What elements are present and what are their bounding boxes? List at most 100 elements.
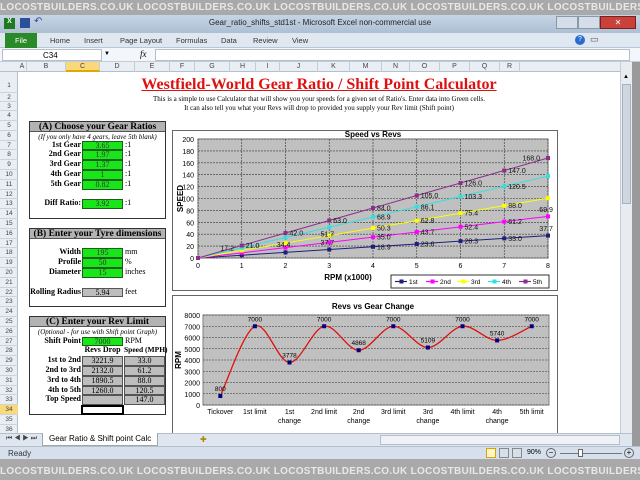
- row-header-33[interactable]: 33: [0, 395, 18, 406]
- column-header-a[interactable]: A: [18, 62, 27, 72]
- row-header-28[interactable]: 28: [0, 346, 18, 357]
- tyre-field-input[interactable]: 50: [82, 258, 123, 268]
- insert-sheet-icon[interactable]: ✚: [200, 435, 207, 444]
- column-header-f[interactable]: F: [170, 62, 195, 72]
- zoom-slider[interactable]: [560, 453, 622, 454]
- row-header-17[interactable]: 17: [0, 239, 18, 249]
- column-header-d[interactable]: D: [100, 62, 135, 72]
- column-header-c[interactable]: C: [66, 62, 100, 72]
- column-header-k[interactable]: K: [318, 62, 350, 72]
- fx-icon[interactable]: fx: [140, 49, 147, 59]
- shift-point-input[interactable]: 7000: [82, 336, 123, 347]
- sheet-nav-arrows[interactable]: ⏮◀▶⏭: [6, 435, 40, 442]
- tab-review[interactable]: Review: [253, 36, 278, 45]
- name-box-dropdown-icon[interactable]: ▼: [104, 51, 110, 57]
- minimize-button[interactable]: [556, 16, 578, 29]
- zoom-slider-thumb[interactable]: [578, 449, 583, 457]
- column-header-b[interactable]: B: [27, 62, 66, 72]
- undo-icon[interactable]: ↶: [34, 16, 43, 27]
- tab-insert[interactable]: Insert: [84, 36, 103, 45]
- row-header-34[interactable]: 34: [0, 405, 18, 415]
- column-header-q[interactable]: Q: [470, 62, 500, 72]
- zoom-level[interactable]: 90%: [527, 449, 542, 456]
- row-header-7[interactable]: 7: [0, 141, 18, 151]
- ribbon-minimize-icon[interactable]: ▭: [590, 34, 599, 44]
- row-header-15[interactable]: 15: [0, 219, 18, 229]
- row-header-16[interactable]: 16: [0, 229, 18, 239]
- name-box[interactable]: C34: [2, 49, 102, 61]
- column-header-n[interactable]: N: [382, 62, 410, 72]
- tab-data[interactable]: Data: [221, 36, 237, 45]
- row-header-6[interactable]: 6: [0, 131, 18, 141]
- normal-view-icon[interactable]: [486, 448, 496, 458]
- gear-ratio-input[interactable]: 3.65: [82, 140, 123, 151]
- row-header-26[interactable]: 26: [0, 327, 18, 337]
- column-header-i[interactable]: I: [256, 62, 280, 72]
- row-header-23[interactable]: 23: [0, 297, 18, 308]
- row-header-18[interactable]: 18: [0, 248, 18, 259]
- row-header-1[interactable]: 1: [0, 72, 18, 93]
- row-header-31[interactable]: 31: [0, 376, 18, 386]
- column-header-h[interactable]: H: [230, 62, 256, 72]
- row-header-4[interactable]: 4: [0, 111, 18, 121]
- tyre-field-input[interactable]: 15: [82, 268, 123, 278]
- vertical-scroll-thumb[interactable]: [622, 84, 631, 204]
- gear-ratio-input[interactable]: 1: [82, 170, 123, 180]
- row-header-29[interactable]: 29: [0, 356, 18, 366]
- zoom-out-button[interactable]: −: [546, 448, 556, 458]
- save-icon[interactable]: [20, 18, 30, 28]
- row-header-20[interactable]: 20: [0, 268, 18, 278]
- column-header-p[interactable]: P: [440, 62, 470, 72]
- page-break-view-icon[interactable]: [512, 448, 522, 458]
- row-header-19[interactable]: 19: [0, 258, 18, 268]
- row-header-21[interactable]: 21: [0, 278, 18, 288]
- row-header-14[interactable]: 14: [0, 209, 18, 219]
- selected-cell-c34[interactable]: [81, 405, 124, 416]
- row-header-32[interactable]: 32: [0, 386, 18, 396]
- tab-formulas[interactable]: Formulas: [176, 36, 208, 45]
- column-header-j[interactable]: J: [280, 62, 318, 72]
- diff-ratio-input[interactable]: 3.92: [82, 199, 123, 210]
- scroll-up-icon[interactable]: ▲: [623, 74, 629, 80]
- speed-vs-revs-chart[interactable]: 0 20 40 60 80 100 120 140 160 180 200 0 1 2 3 4 5 6 7 8 Spee…: [172, 130, 558, 291]
- tab-file[interactable]: File: [5, 33, 37, 48]
- tyre-field-input[interactable]: 195: [82, 248, 123, 259]
- row-header-24[interactable]: 24: [0, 307, 18, 317]
- zoom-in-button[interactable]: +: [624, 448, 634, 458]
- column-header-m[interactable]: M: [350, 62, 382, 72]
- tab-page-layout[interactable]: Page Layout: [120, 36, 163, 45]
- revs-vs-gear-change-chart[interactable]: 0 1000 2000 3000 4000 5000 6000 7000 8000 Revs vs…: [172, 295, 558, 437]
- row-header-9[interactable]: 9: [0, 160, 18, 170]
- row-header-5[interactable]: 5: [0, 121, 18, 131]
- row-header-13[interactable]: 13: [0, 199, 18, 210]
- column-header-r[interactable]: R: [500, 62, 520, 72]
- page-layout-view-icon[interactable]: [499, 448, 509, 458]
- row-header-12[interactable]: 12: [0, 190, 18, 200]
- row-header-2[interactable]: 2: [0, 93, 18, 102]
- gear-ratio-input[interactable]: 0.82: [82, 179, 123, 190]
- row-header-22[interactable]: 22: [0, 288, 18, 298]
- row-header-8[interactable]: 8: [0, 150, 18, 161]
- close-button[interactable]: ✕: [600, 16, 636, 29]
- formula-input[interactable]: [155, 49, 630, 61]
- maximize-button[interactable]: [578, 16, 600, 29]
- column-header-e[interactable]: E: [135, 62, 170, 72]
- vertical-scrollbar[interactable]: ▲: [620, 62, 632, 433]
- column-header-o[interactable]: O: [410, 62, 440, 72]
- gear-ratio-input[interactable]: 1.37: [82, 160, 123, 170]
- column-header-g[interactable]: G: [195, 62, 230, 72]
- tab-home[interactable]: Home: [50, 36, 71, 45]
- sheet-tab-active[interactable]: Gear Ratio & Shift point Calc: [42, 433, 159, 446]
- row-header-3[interactable]: 3: [0, 102, 18, 111]
- speed-value: 33.0: [124, 356, 165, 366]
- tab-view[interactable]: View: [292, 36, 309, 45]
- row-header-35[interactable]: 35: [0, 415, 18, 425]
- row-header-25[interactable]: 25: [0, 317, 18, 327]
- row-header-30[interactable]: 30: [0, 366, 18, 376]
- gear-ratio-input[interactable]: 1.97: [82, 150, 123, 161]
- row-header-11[interactable]: 11: [0, 180, 18, 190]
- help-icon[interactable]: ?: [575, 35, 585, 45]
- horizontal-scrollbar[interactable]: [380, 435, 620, 445]
- row-header-27[interactable]: 27: [0, 337, 18, 347]
- row-header-10[interactable]: 10: [0, 170, 18, 180]
